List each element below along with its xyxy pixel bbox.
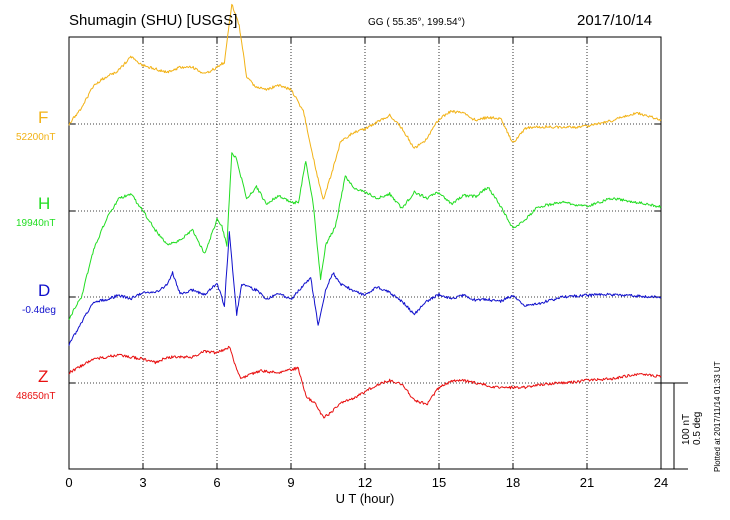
- date-label: 2017/10/14: [577, 12, 653, 29]
- channel-z-letter: Z: [38, 367, 49, 386]
- scale-bar: [661, 382, 688, 470]
- series-z-line: [68, 345, 662, 419]
- x-tick-label-6: 6: [213, 475, 220, 490]
- geo-coordinates: GG ( 55.35°, 199.54°): [368, 17, 465, 28]
- channel-d-letter: D: [38, 281, 51, 300]
- channel-z-baseline: 48650nT: [16, 391, 56, 402]
- channel-h-baseline: 19940nT: [16, 218, 56, 229]
- x-axis-label: U T (hour): [335, 491, 395, 506]
- x-tick-label-24: 24: [654, 475, 668, 490]
- x-axis-ticks: [68, 37, 662, 469]
- plotted-timestamp: Plotted at 2017/11/14 01:33 UT: [713, 361, 722, 472]
- x-tick-label-15: 15: [432, 475, 446, 490]
- series-d-line: [68, 231, 662, 346]
- station-title: Shumagin (SHU) [USGS]: [69, 12, 238, 29]
- x-tick-label-3: 3: [139, 475, 146, 490]
- channel-d-baseline: -0.4deg: [22, 305, 56, 316]
- x-tick-label-12: 12: [358, 475, 372, 490]
- grid-lines: [142, 37, 588, 469]
- channel-f-letter: F: [38, 108, 49, 127]
- channel-f-baseline: 52200nT: [16, 132, 56, 143]
- series-lines: [68, 3, 662, 419]
- x-tick-label-0: 0: [65, 475, 72, 490]
- x-tick-label-21: 21: [580, 475, 594, 490]
- x-axis-tick-labels: 0 3 6 9 12 15 18 21 24: [65, 475, 668, 490]
- channel-h-letter: H: [38, 194, 51, 213]
- scale-deg-label: 0.5 deg: [692, 411, 703, 445]
- x-tick-label-18: 18: [506, 475, 520, 490]
- baseline-lines: [69, 123, 661, 384]
- series-f-line: [68, 3, 662, 200]
- series-h-line: [68, 152, 662, 321]
- scale-nt-label: 100 nT: [681, 413, 692, 445]
- x-tick-label-9: 9: [287, 475, 294, 490]
